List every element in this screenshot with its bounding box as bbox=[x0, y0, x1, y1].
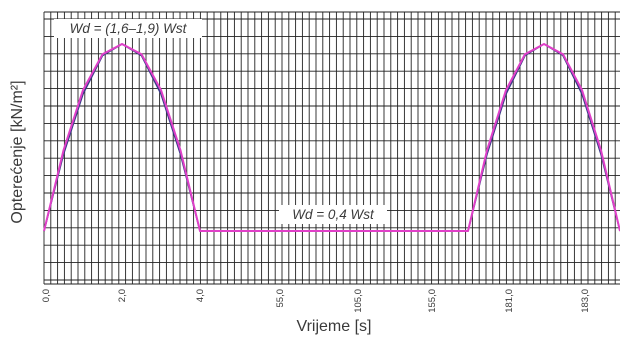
annotation-label: Wd = 0,4 Wst bbox=[292, 207, 375, 222]
x-tick-label: 55,0 bbox=[275, 289, 286, 308]
x-tick-labels: 0,0 2,0 4,0 55,0 105,0 155,0 181,0 183,0 bbox=[41, 289, 591, 313]
x-tick-label: 181,0 bbox=[504, 289, 515, 313]
series-layer bbox=[43, 43, 620, 232]
annotation-background bbox=[279, 205, 387, 224]
x-axis-label: Vrijeme [s] bbox=[297, 318, 372, 335]
y-axis-label: Opterećenje [kN/m²] bbox=[9, 80, 26, 223]
x-tick-label: 4,0 bbox=[195, 289, 206, 302]
annotation-layer: Wd = (1,6–1,9) Wst Wd = 0,4 Wst bbox=[54, 19, 387, 224]
x-tick-label: 183,0 bbox=[580, 289, 591, 313]
x-tick-label: 0,0 bbox=[41, 289, 52, 302]
x-tick-label: 2,0 bbox=[117, 289, 128, 302]
series-line-1 bbox=[43, 43, 620, 232]
x-tick-label: 105,0 bbox=[353, 289, 364, 313]
annotation-label: Wd = (1,6–1,9) Wst bbox=[70, 21, 188, 36]
grid bbox=[43, 11, 620, 285]
x-tick-label: 155,0 bbox=[427, 289, 438, 313]
annotation-background bbox=[54, 19, 202, 38]
